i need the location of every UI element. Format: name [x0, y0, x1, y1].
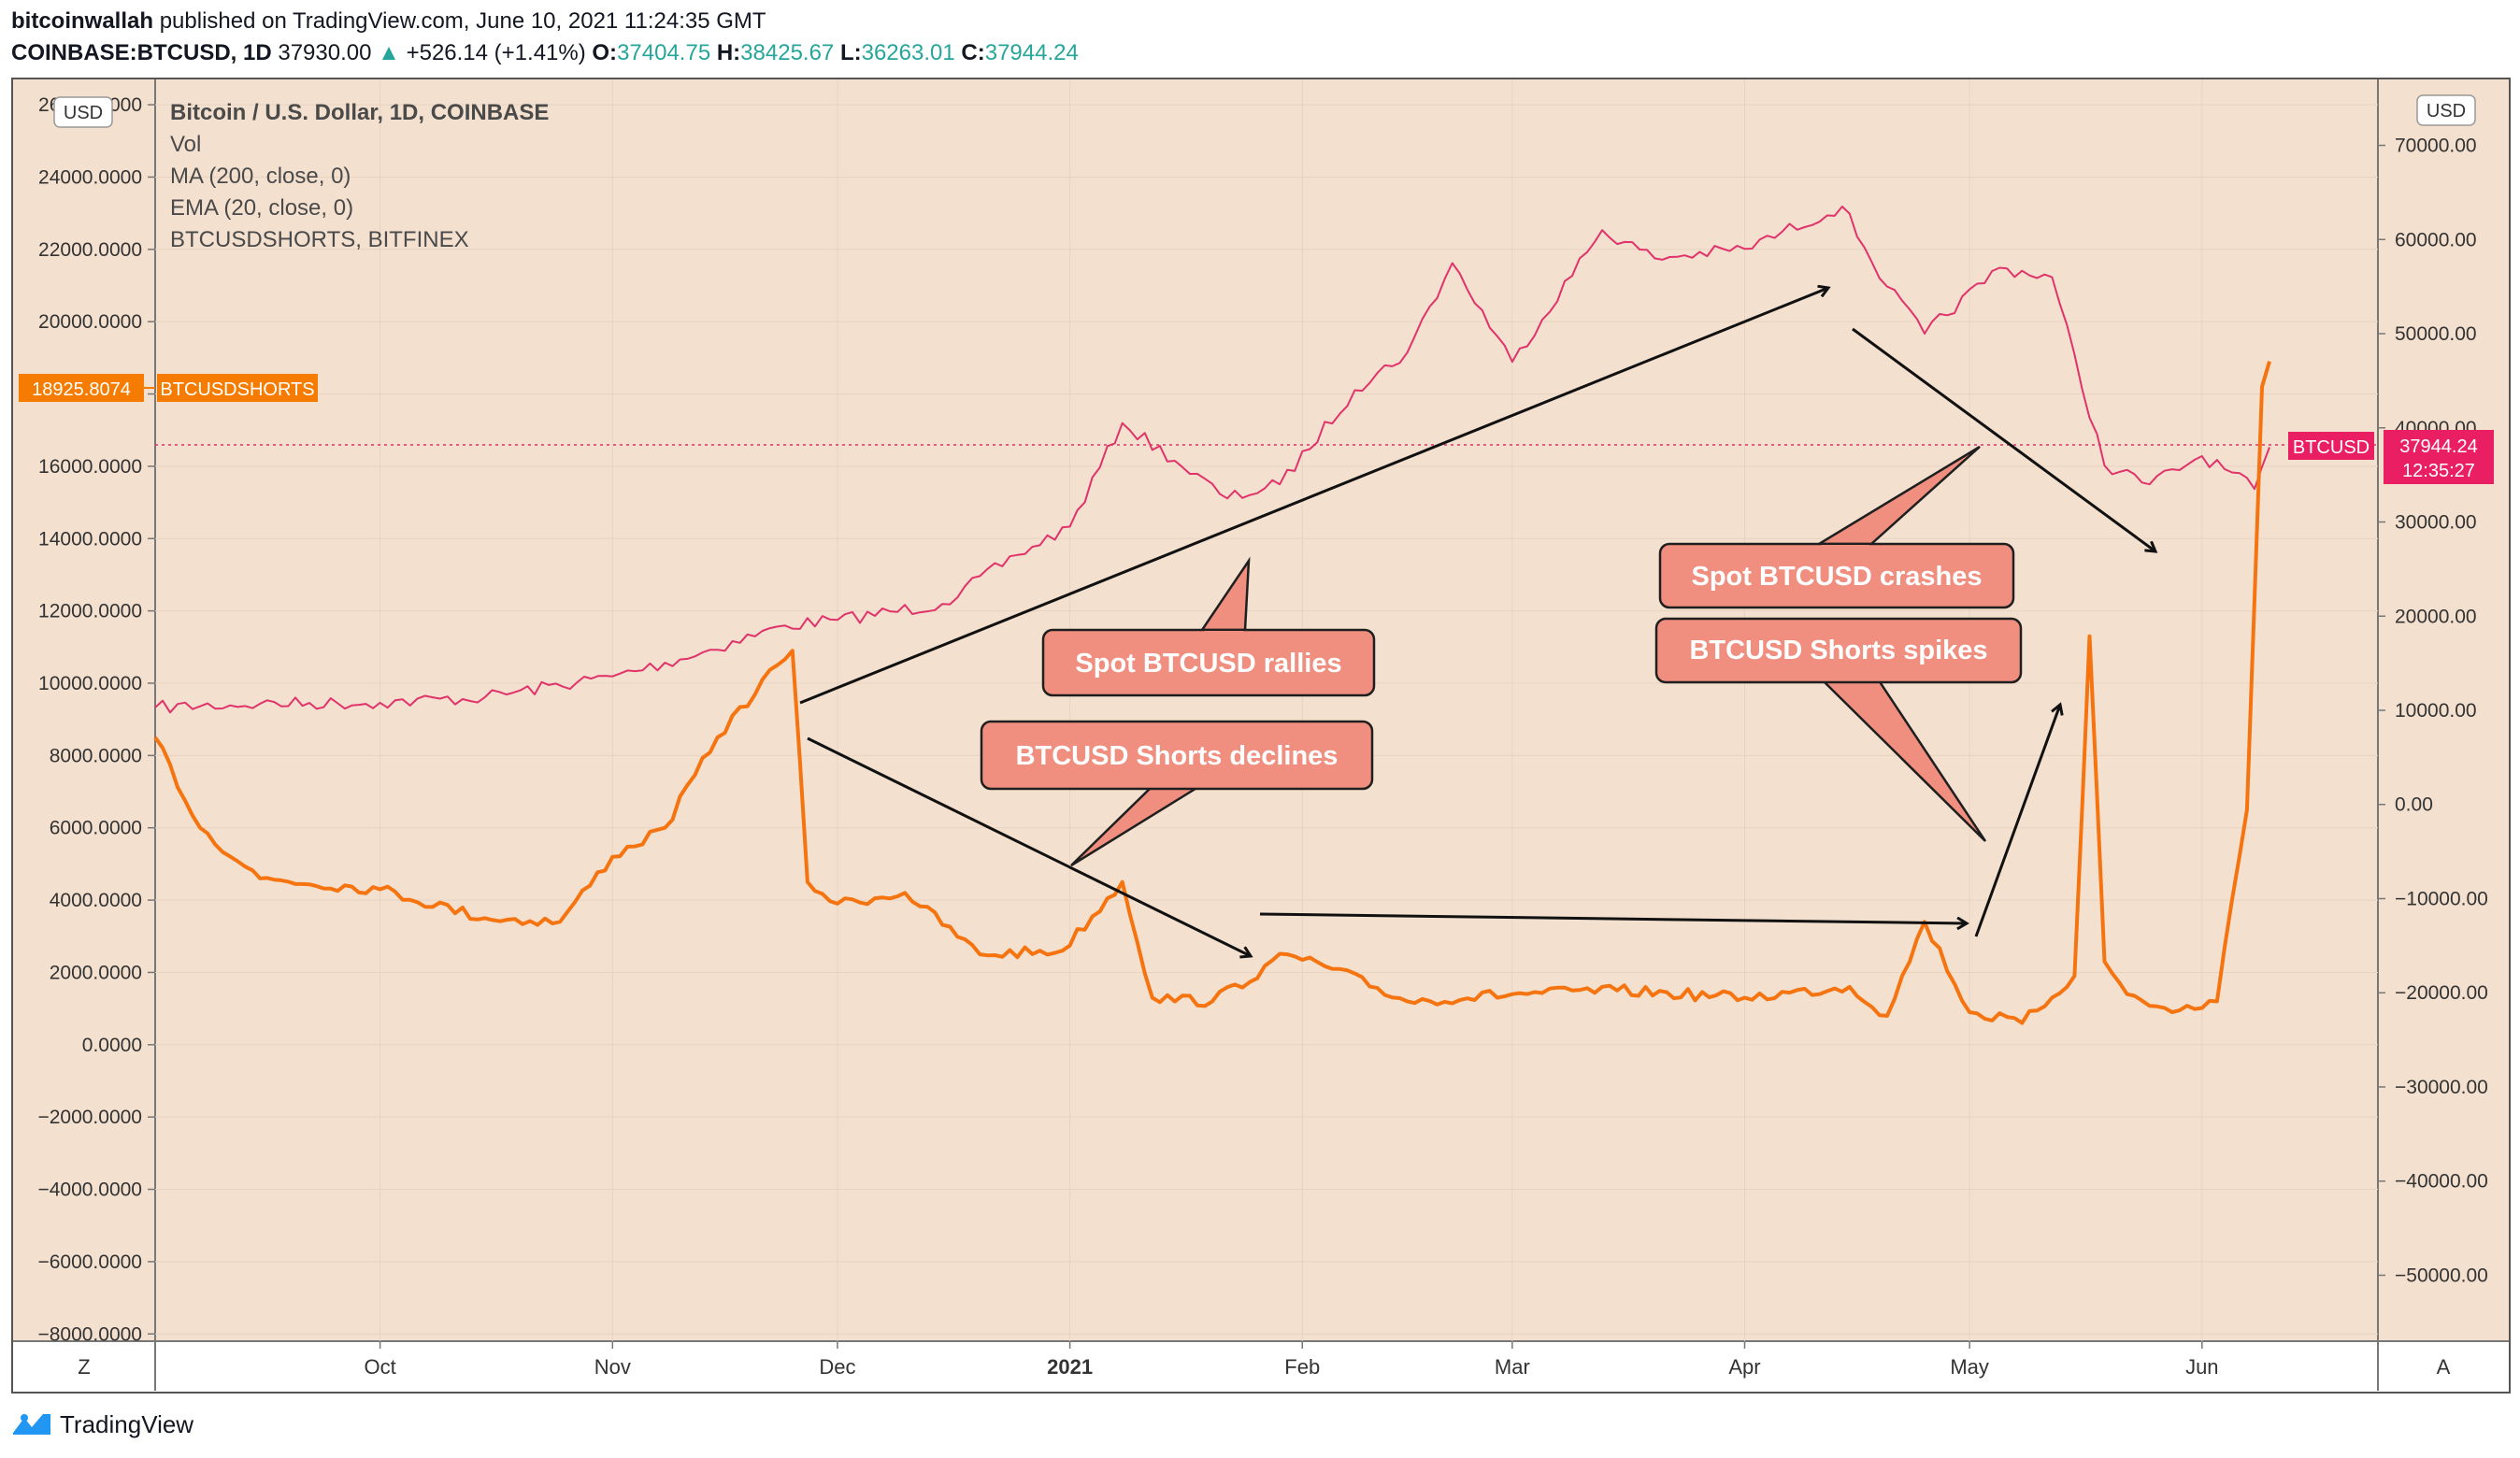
- time-axis-bg: [13, 1342, 2509, 1391]
- chart-header: bitcoinwallah published on TradingView.c…: [11, 6, 2516, 69]
- left-currency-tag[interactable]: USD: [53, 96, 113, 128]
- x-tick-label: 2021: [1047, 1355, 1093, 1379]
- btcusd-badge-timer: 12:35:27: [2402, 461, 2475, 481]
- trend-arrows: [799, 288, 2155, 956]
- close-value: 37944.24: [984, 40, 1079, 65]
- btcusd-badge-label: BTCUSD: [2293, 437, 2370, 458]
- right-tick-label: 30000.00: [2395, 512, 2477, 534]
- log-scale-button[interactable]: Z: [78, 1355, 90, 1379]
- callout-btc-rallies[interactable]: Spot BTCUSD rallies: [1041, 556, 1376, 697]
- x-tick-label: Apr: [1728, 1355, 1760, 1379]
- shorts-value-badge[interactable]: 18925.8074 BTCUSDSHORTS: [19, 374, 318, 402]
- callout-shorts-declines[interactable]: BTCUSD Shorts declines: [980, 720, 1374, 867]
- shorts-badge-label: BTCUSDSHORTS: [160, 379, 314, 400]
- left-tick-label: 4000.0000: [50, 890, 142, 911]
- low-value: 36263.01: [861, 40, 955, 65]
- x-tick-label: May: [1950, 1355, 1989, 1379]
- right-tick-label: 50000.00: [2395, 323, 2477, 345]
- btcusd-series-line[interactable]: [154, 206, 2270, 714]
- arrow-shorts-spike[interactable]: [1974, 705, 2060, 937]
- btcusd-price-badge[interactable]: BTCUSD 37944.24 12:35:27: [2288, 430, 2494, 484]
- legend-vol[interactable]: Vol: [170, 132, 201, 157]
- x-tick-label: Feb: [1284, 1355, 1320, 1379]
- x-tick-label: Nov: [594, 1355, 631, 1379]
- callout-shorts-spikes-text: BTCUSD Shorts spikes: [1689, 636, 1987, 665]
- left-tick-label: −4000.0000: [37, 1179, 142, 1201]
- left-tick-label: 6000.0000: [50, 818, 142, 839]
- right-tick-label: 70000.00: [2395, 136, 2477, 157]
- low-label: L:: [839, 40, 862, 65]
- tradingview-brand: TradingView: [60, 1409, 194, 1438]
- left-tick-label: 8000.0000: [50, 745, 142, 766]
- x-tick-label: Dec: [819, 1355, 855, 1379]
- callout-btc-rallies-text: Spot BTCUSD rallies: [1075, 649, 1341, 679]
- right-tick-label: −20000.00: [2395, 982, 2488, 1004]
- legend-shorts[interactable]: BTCUSDSHORTS, BITFINEX: [170, 227, 469, 252]
- legend-title[interactable]: Bitcoin / U.S. Dollar, 1D, COINBASE: [170, 100, 549, 125]
- tradingview-footer[interactable]: TradingView: [11, 1404, 193, 1445]
- btcusd-badge-value: 37944.24: [2399, 436, 2477, 457]
- chart-frame: [11, 78, 2511, 1394]
- author-name[interactable]: bitcoinwallah: [11, 8, 154, 34]
- right-tick-label: −50000.00: [2395, 1265, 2488, 1286]
- left-tick-label: −6000.0000: [37, 1251, 142, 1273]
- arrow-shorts-flat[interactable]: [1259, 912, 1967, 923]
- shorts-badge-value: 18925.8074: [32, 379, 131, 400]
- callout-btc-crashes[interactable]: Spot BTCUSD crashes: [1658, 445, 2015, 609]
- callout-shorts-declines-text: BTCUSD Shorts declines: [1016, 741, 1339, 771]
- high-label: H:: [716, 40, 741, 65]
- right-tick-label: 10000.00: [2395, 700, 2477, 722]
- right-currency-label: USD: [2427, 101, 2466, 122]
- symbol-label: COINBASE:BTCUSD, 1D: [11, 40, 272, 65]
- left-tick-label: 20000.0000: [38, 311, 142, 333]
- plot-pane[interactable]: [13, 79, 2509, 1341]
- x-tick-label: Mar: [1495, 1355, 1530, 1379]
- arrow-btc-rally[interactable]: [799, 288, 1828, 705]
- right-tick-label: 60000.00: [2395, 229, 2477, 250]
- left-tick-label: 14000.0000: [38, 528, 142, 550]
- left-tick-label: 24000.0000: [38, 166, 142, 188]
- right-tick-label: 0.00: [2395, 794, 2433, 816]
- last-price: 37930.00: [278, 40, 372, 65]
- grid-lines: [155, 79, 2378, 1341]
- x-tick-label: Oct: [365, 1355, 396, 1379]
- legend-ma[interactable]: MA (200, close, 0): [170, 164, 351, 189]
- high-value: 38425.67: [740, 40, 835, 65]
- right-currency-tag[interactable]: USD: [2416, 94, 2476, 126]
- arrow-shorts-decline[interactable]: [807, 736, 1251, 956]
- right-tick-label: −10000.00: [2395, 888, 2488, 909]
- right-tick-label: −40000.00: [2395, 1171, 2488, 1193]
- legend-ema[interactable]: EMA (20, close, 0): [170, 195, 353, 221]
- callout-shorts-spikes[interactable]: BTCUSD Shorts spikes: [1654, 617, 2023, 842]
- change-arrow-icon: ▲: [378, 40, 400, 65]
- tradingview-logo-icon: [13, 1414, 50, 1435]
- callout-btc-crashes-text: Spot BTCUSD crashes: [1691, 562, 1982, 592]
- left-tick-label: 22000.0000: [38, 239, 142, 261]
- arrow-btc-crash[interactable]: [1852, 327, 2155, 551]
- publish-info: published on TradingView.com, June 10, 2…: [159, 8, 766, 34]
- open-label: O:: [592, 40, 618, 65]
- x-tick-label: Jun: [2185, 1355, 2218, 1379]
- left-tick-label: 16000.0000: [38, 456, 142, 478]
- close-label: C:: [961, 40, 985, 65]
- left-currency-label: USD: [64, 103, 103, 123]
- auto-scale-button[interactable]: A: [2437, 1355, 2451, 1379]
- indicator-legend: Bitcoin / U.S. Dollar, 1D, COINBASE Vol …: [170, 100, 549, 252]
- time-axis-ticks: Oct Nov Dec 2021 Feb Mar Apr May Jun: [365, 1341, 2219, 1379]
- left-tick-label: −8000.0000: [37, 1323, 142, 1345]
- left-tick-label: 12000.0000: [38, 601, 142, 622]
- left-tick-label: 10000.0000: [38, 673, 142, 694]
- publish-line: bitcoinwallah published on TradingView.c…: [11, 6, 2516, 37]
- right-tick-label: 20000.00: [2395, 606, 2477, 627]
- btcusdshorts-series-line[interactable]: [153, 361, 2271, 1025]
- right-tick-label: −30000.00: [2395, 1077, 2488, 1098]
- left-tick-label: −2000.0000: [37, 1107, 142, 1128]
- left-tick-label: 2000.0000: [50, 962, 142, 983]
- left-tick-label: 0.0000: [82, 1035, 142, 1056]
- price-change: +526.14 (+1.41%): [406, 40, 586, 65]
- open-value: 37404.75: [617, 40, 711, 65]
- ohlc-line: COINBASE:BTCUSD, 1D 37930.00 ▲ +526.14 (…: [11, 37, 2516, 69]
